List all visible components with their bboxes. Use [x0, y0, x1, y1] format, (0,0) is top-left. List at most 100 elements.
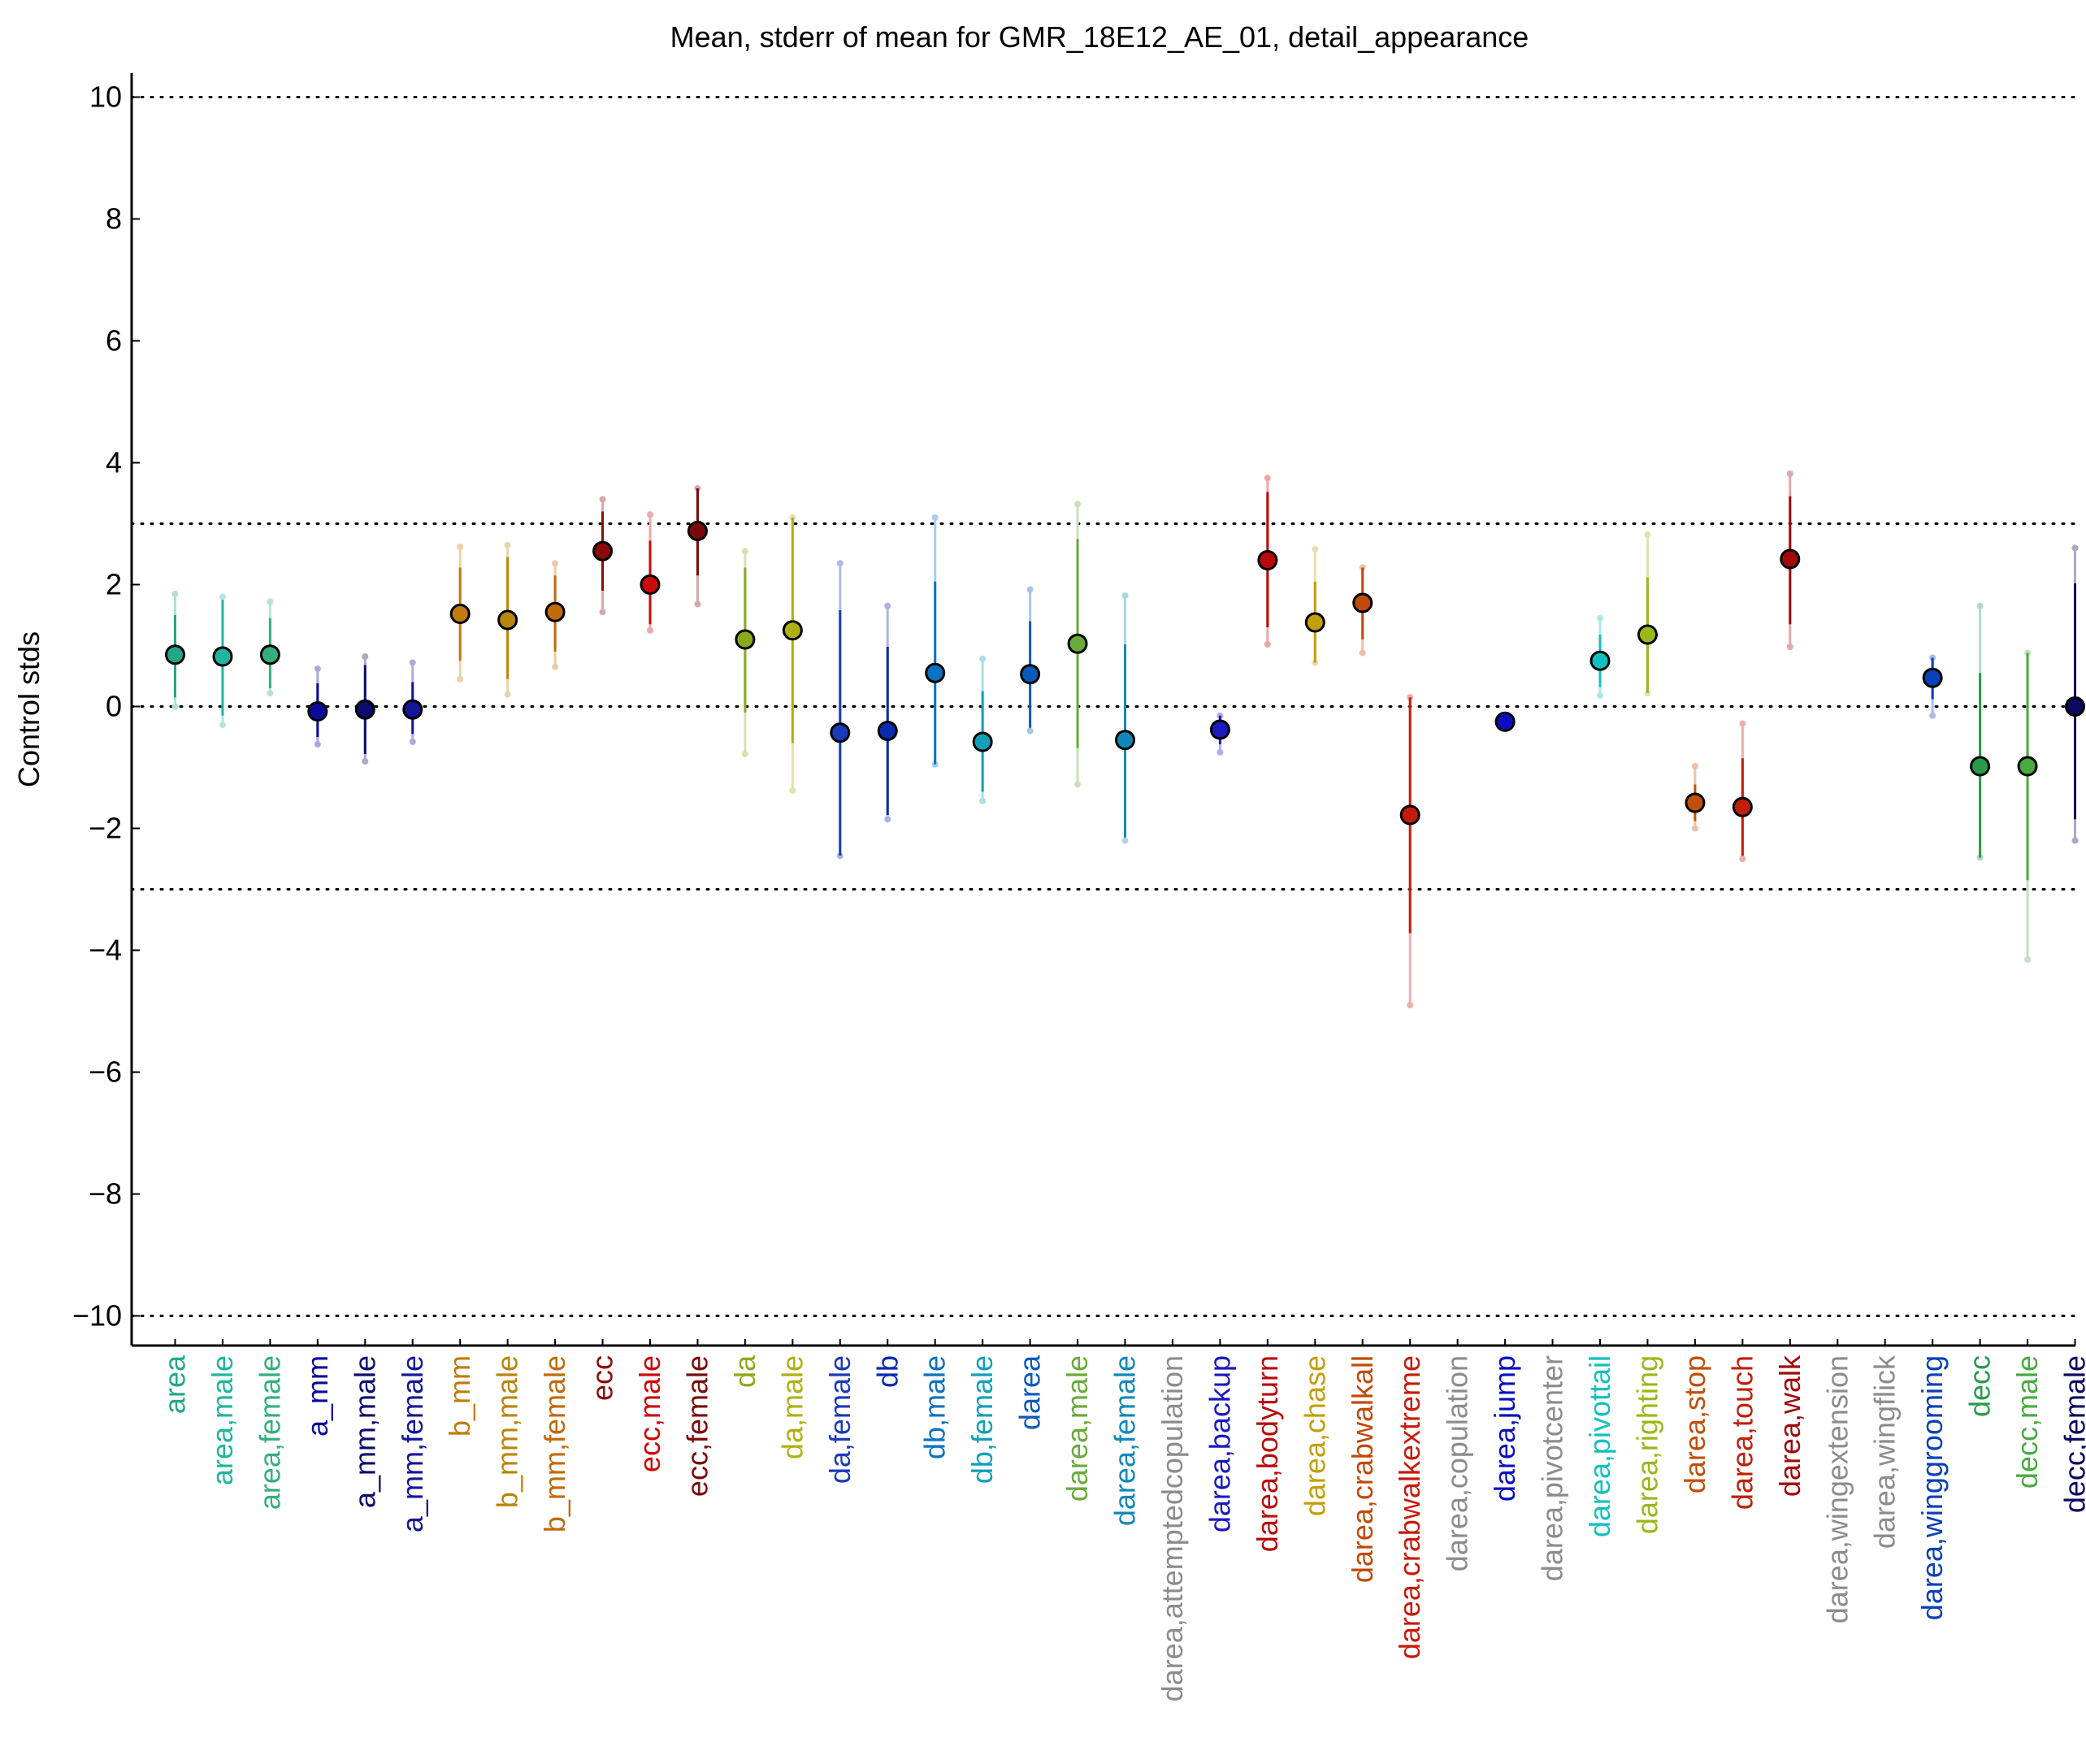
mean-marker [1352, 592, 1373, 613]
data-point-group [402, 659, 423, 745]
x-tick-label: b_mm,male [491, 1355, 524, 1508]
x-tick-label: darea,bodyturn [1251, 1355, 1284, 1552]
mean-marker [1589, 650, 1611, 671]
range-end-dot [171, 703, 179, 710]
data-point-group [307, 665, 328, 748]
x-tick-label: darea,stop [1678, 1355, 1711, 1493]
data-point-group [1020, 586, 1041, 735]
data-point-group [2017, 649, 2038, 963]
range-end-dot [267, 690, 274, 696]
mean-marker [1257, 550, 1278, 570]
x-tick-label: darea,crabwalkextreme [1393, 1355, 1426, 1659]
x-tick-label: darea,pivotcenter [1536, 1355, 1569, 1581]
x-tick-label: darea,backup [1203, 1355, 1236, 1532]
range-end-dot [979, 656, 987, 662]
range-end-dot [1976, 602, 1984, 609]
range-end-dot [789, 787, 796, 794]
mean-marker [877, 721, 898, 741]
y-tick-label: 2 [106, 568, 122, 601]
range-end-dot [1691, 825, 1698, 832]
range-end-dot [1359, 649, 1366, 657]
x-tick-label: decc [1963, 1355, 1997, 1417]
range-end-dot [362, 758, 369, 765]
data-point-group [925, 514, 946, 768]
range-end-dot [504, 541, 511, 548]
data-point-group [1589, 614, 1611, 699]
range-end-dot [694, 600, 701, 608]
range-end-dot [931, 514, 939, 521]
mean-marker [1020, 664, 1041, 685]
x-tick-label: a_mm,female [396, 1355, 429, 1532]
data-point-group [1352, 564, 1373, 657]
x-tick-label: a_mm [301, 1355, 334, 1437]
data-point-group [592, 496, 614, 616]
x-tick-label: b_mm [443, 1355, 476, 1437]
range-end-dot [1312, 546, 1319, 553]
range-end-dot [1691, 763, 1698, 769]
range-end-dot [1929, 712, 1936, 719]
mean-marker [165, 644, 185, 665]
mean-marker [1494, 711, 1516, 732]
x-tick-label: darea,touch [1725, 1355, 1759, 1510]
range-end-dot [979, 797, 987, 804]
data-point-group [1067, 501, 1088, 788]
range-end-dot [1786, 470, 1793, 477]
data-point-group [782, 514, 803, 794]
x-tick-label: ecc,male [633, 1355, 666, 1472]
data-point-group [212, 593, 233, 728]
mean-marker [2017, 756, 2038, 777]
mean-marker [402, 699, 423, 720]
x-tick-label: darea,female [1108, 1355, 1142, 1526]
range-end-dot [267, 598, 274, 605]
data-point-group [1637, 531, 1658, 696]
data-point-group [354, 653, 375, 765]
mean-marker [1970, 756, 1991, 777]
mean-marker [1399, 804, 1420, 826]
x-tick-label: darea,wingflick [1868, 1354, 1902, 1549]
data-point-group [165, 590, 185, 710]
axes [130, 73, 2075, 1347]
data-point-group [830, 560, 851, 860]
range-end-dot [741, 751, 748, 757]
range-end-dot [647, 626, 653, 634]
y-tick-label: −8 [89, 1177, 122, 1211]
data-point-group [1732, 720, 1753, 862]
x-tick-label: darea,winggrooming [1915, 1355, 1949, 1620]
range-end-dot [1121, 837, 1129, 844]
mean-marker [640, 574, 661, 595]
x-tick-label: darea,male [1060, 1355, 1094, 1502]
mean-marker [1637, 624, 1658, 645]
range-end-dot [599, 496, 606, 503]
x-tick-label: ecc [586, 1355, 619, 1401]
x-tick-label: db [870, 1355, 904, 1388]
y-tick-label: 6 [106, 324, 122, 358]
data-point-group [640, 511, 661, 634]
range-end-dot [1597, 614, 1603, 622]
data-point-group [1922, 654, 1943, 719]
data-point-group [1399, 694, 1420, 1008]
reference-lines [130, 96, 2077, 1317]
x-tick-label: darea,attemptedcopulation [1156, 1355, 1189, 1701]
x-tick-label: darea,walk [1773, 1354, 1806, 1497]
x-tick-label: darea,pivottail [1583, 1355, 1616, 1537]
y-tick-label: −10 [72, 1299, 122, 1333]
y-tick-label: 10 [89, 80, 122, 114]
x-tick-label: darea [1013, 1354, 1047, 1430]
mean-marker [735, 629, 756, 650]
x-tick-label: darea,wingextension [1820, 1355, 1854, 1623]
x-tick-label: b_mm,female [538, 1355, 571, 1532]
data-point-group [687, 485, 708, 608]
data-point-group [1115, 592, 1135, 844]
y-tick-label: −2 [89, 812, 122, 845]
range-end-dot [457, 675, 464, 683]
x-tick-label: db,female [965, 1355, 999, 1484]
data-point-group [2065, 544, 2085, 844]
range-end-dot [647, 511, 653, 518]
mean-marker [687, 521, 708, 541]
range-end-dot [1074, 501, 1082, 508]
x-tick-label: darea,jump [1488, 1355, 1521, 1502]
y-ticks: 10 8 6 4 2 0 −2 −4 −6 −8 −10 [72, 80, 140, 1333]
range-end-dot [1644, 531, 1651, 538]
mean-marker [1115, 730, 1135, 751]
range-end-dot [2071, 837, 2079, 844]
